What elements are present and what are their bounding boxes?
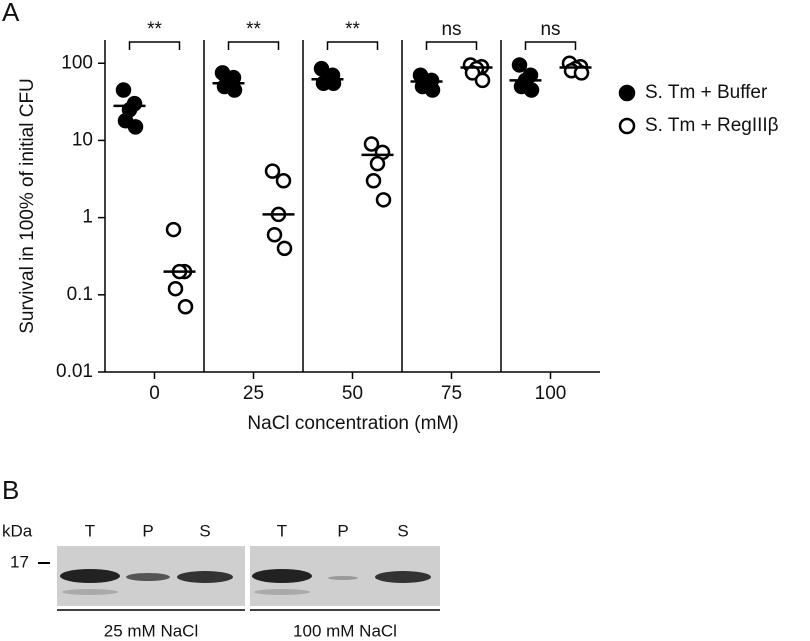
bracket: [227, 41, 280, 50]
lane-label: T: [277, 521, 287, 540]
lane-label: S: [199, 521, 210, 540]
lane-label: T: [85, 521, 95, 540]
x-tick-label: 75: [441, 383, 462, 404]
point: [226, 82, 243, 98]
lane-label: P: [142, 521, 153, 540]
gel: [38, 546, 440, 611]
point: [115, 82, 132, 98]
significance: ns: [441, 19, 461, 40]
point: [363, 136, 380, 152]
group-label: 25 mM NaCl: [104, 621, 198, 640]
point: [523, 82, 540, 98]
bracket: [425, 41, 478, 50]
y-tick-label: 1: [82, 207, 93, 228]
y-tick-label: 100: [61, 52, 93, 73]
panel-label: A: [2, 0, 20, 27]
lane-label: P: [337, 521, 348, 540]
point: [165, 221, 182, 238]
point: [474, 72, 491, 89]
point: [313, 60, 330, 77]
bracket: [326, 41, 379, 50]
unit-label: kDa: [2, 521, 33, 540]
legend-label: S. Tm + RegIIIβ: [645, 115, 779, 136]
panel-label: B: [2, 475, 19, 505]
lane-label: S: [397, 521, 408, 540]
point: [365, 173, 382, 189]
x-tick-label: 25: [243, 383, 264, 404]
point: [276, 240, 293, 257]
x-tick-label: 0: [149, 383, 160, 404]
point: [511, 57, 528, 73]
group-label: 100 mM NaCl: [293, 621, 397, 640]
y-tick-label: 10: [72, 129, 93, 150]
significance: ns: [540, 19, 560, 40]
point: [424, 82, 441, 98]
bracket: [128, 41, 181, 50]
point: [266, 226, 283, 243]
x-tick-label: 50: [342, 383, 363, 404]
significance: **: [246, 19, 261, 40]
marker-label: 17: [10, 552, 29, 571]
point: [177, 299, 194, 315]
point: [127, 119, 144, 135]
legend-marker: [618, 84, 636, 102]
y-tick-label: 0.1: [67, 284, 93, 305]
point: [369, 155, 386, 172]
point: [264, 163, 281, 179]
legend-label: S. Tm + Buffer: [645, 82, 768, 103]
x-axis-label: NaCl concentration (mM): [247, 413, 458, 434]
legend-marker: [618, 117, 636, 135]
y-tick-label: 0.01: [56, 361, 93, 382]
point: [275, 173, 292, 189]
significance: **: [345, 19, 360, 40]
point: [167, 280, 184, 297]
y-axis-label: Survival in 100% of initial CFU: [17, 78, 38, 334]
point: [375, 192, 392, 208]
significance: **: [147, 19, 162, 40]
bracket: [524, 41, 577, 50]
x-tick-label: 100: [535, 383, 567, 404]
